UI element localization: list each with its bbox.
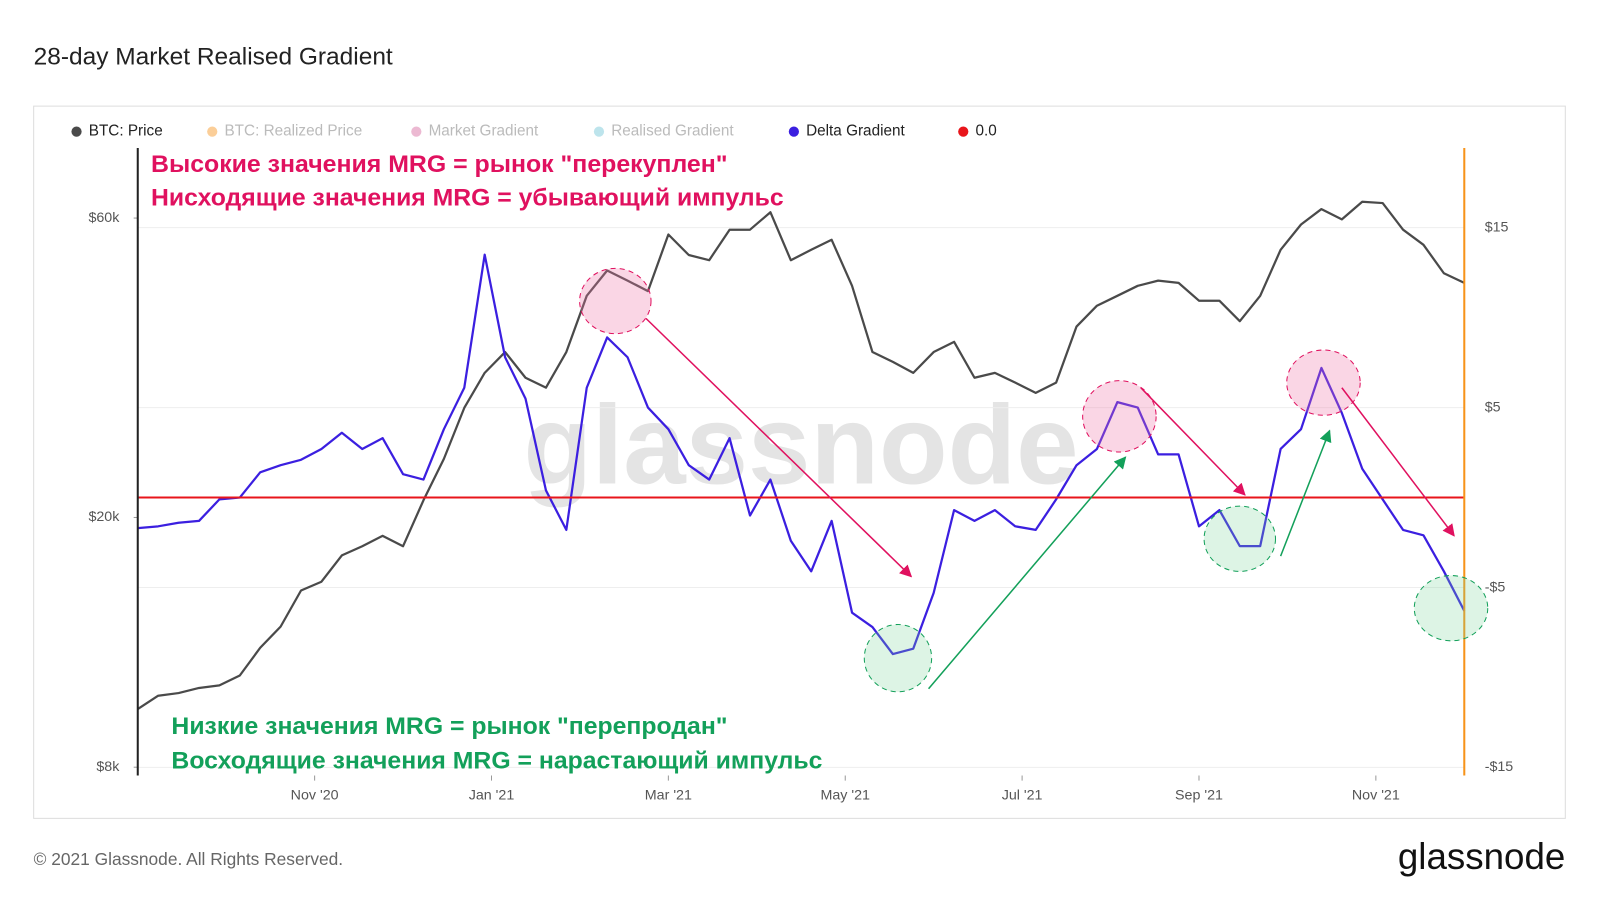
y-tick-label: $60k [88,210,120,226]
x-tick-label: Nov '20 [291,788,339,804]
series-line [137,253,1466,656]
legend-marker [71,126,82,137]
y-tick-label: $20k [88,509,120,525]
overbought-circle [579,267,652,335]
overbought-circle [1286,349,1361,416]
annotation: Низкие значения MRG = рынок "перепродан" [171,713,727,740]
annotation: Нисходящие значения MRG = убывающий импу… [151,184,784,211]
logo: glassnode [1398,836,1565,877]
legend-label: BTC: Price [89,123,163,140]
panel [33,105,1566,819]
footer: © 2021 Glassnode. All Rights Reserved. [34,849,343,869]
oversold-circle [863,623,933,693]
legend-label: Market Gradient [429,123,539,140]
legend-label: Realised Gradient [611,123,734,140]
annotation-shapes [579,267,1489,693]
oversold-circle [1413,575,1489,642]
legend-marker [593,126,605,137]
plot-area: $8k $20k $60k $15 $5 -$5 -$15 Nov '20 Jan '21 Mar… [88,200,1514,804]
overbought-circle [1082,380,1157,453]
annotation: Высокие значения MRG = рынок "перекуплен… [151,151,728,178]
arrow [645,317,913,578]
legend-label: 0.0 [976,123,997,140]
chart-title: 28-day Market Realised Gradient [34,44,393,71]
x-tick-label: Nov '21 [1352,788,1400,804]
watermark: glassnode [523,382,1078,508]
y2-tick-label: -$5 [1485,579,1506,595]
annotation: Восходящие значения MRG = нарастающий им… [171,748,822,775]
arrow [1140,387,1246,496]
legend-label: BTC: Realized Price [224,123,362,140]
x-tick-label: Jul '21 [1002,788,1043,804]
legend-marker [411,126,422,137]
x-tick-label: Mar '21 [645,788,692,804]
legend-label: Delta Gradient [806,123,905,140]
legend-marker [788,126,799,137]
y2-tick-label: $5 [1485,399,1501,415]
legend-marker [958,126,969,137]
arrow [927,456,1127,690]
x-tick-label: Sep '21 [1175,788,1223,804]
arrow [1279,429,1332,557]
series-line [137,200,1465,711]
y2-tick-label: -$15 [1485,759,1514,775]
y2-tick-label: $15 [1485,219,1509,235]
arrow [1341,387,1455,537]
oversold-circle [1203,505,1277,572]
legend-marker [207,126,218,137]
x-tick-label: May '21 [820,788,870,804]
x-tick-label: Jan '21 [469,788,515,804]
y-tick-label: $8k [96,759,120,775]
